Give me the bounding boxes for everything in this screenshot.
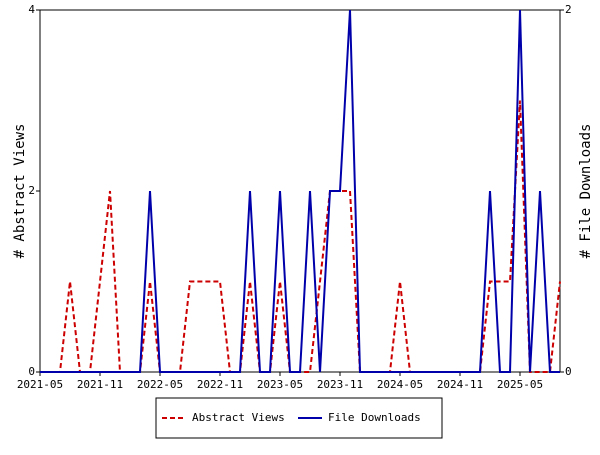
x-tick-label: 2022-11 bbox=[197, 378, 243, 391]
x-tick-label: 2022-05 bbox=[137, 378, 183, 391]
y-tick-label: 2 bbox=[28, 184, 35, 197]
x-tick-label: 2025-05 bbox=[497, 378, 543, 391]
x-tick-label: 2024-11 bbox=[437, 378, 483, 391]
y2-tick-label: 0 bbox=[565, 365, 572, 378]
y-tick-label: 4 bbox=[28, 3, 35, 16]
legend-label: Abstract Views bbox=[192, 411, 285, 424]
y-axis-label: # Abstract Views bbox=[12, 124, 28, 259]
y2-axis-label: # File Downloads bbox=[578, 124, 594, 259]
x-tick-label: 2023-05 bbox=[257, 378, 303, 391]
x-tick-label: 2023-11 bbox=[317, 378, 363, 391]
y2-tick-label: 2 bbox=[565, 3, 572, 16]
x-tick-label: 2021-11 bbox=[77, 378, 123, 391]
legend-box bbox=[155, 397, 443, 439]
y-tick-label: 0 bbox=[28, 365, 35, 378]
x-tick-label: 2024-05 bbox=[377, 378, 423, 391]
legend-label: File Downloads bbox=[328, 411, 421, 424]
x-tick-label: 2021-05 bbox=[17, 378, 63, 391]
series-line bbox=[40, 9, 560, 373]
